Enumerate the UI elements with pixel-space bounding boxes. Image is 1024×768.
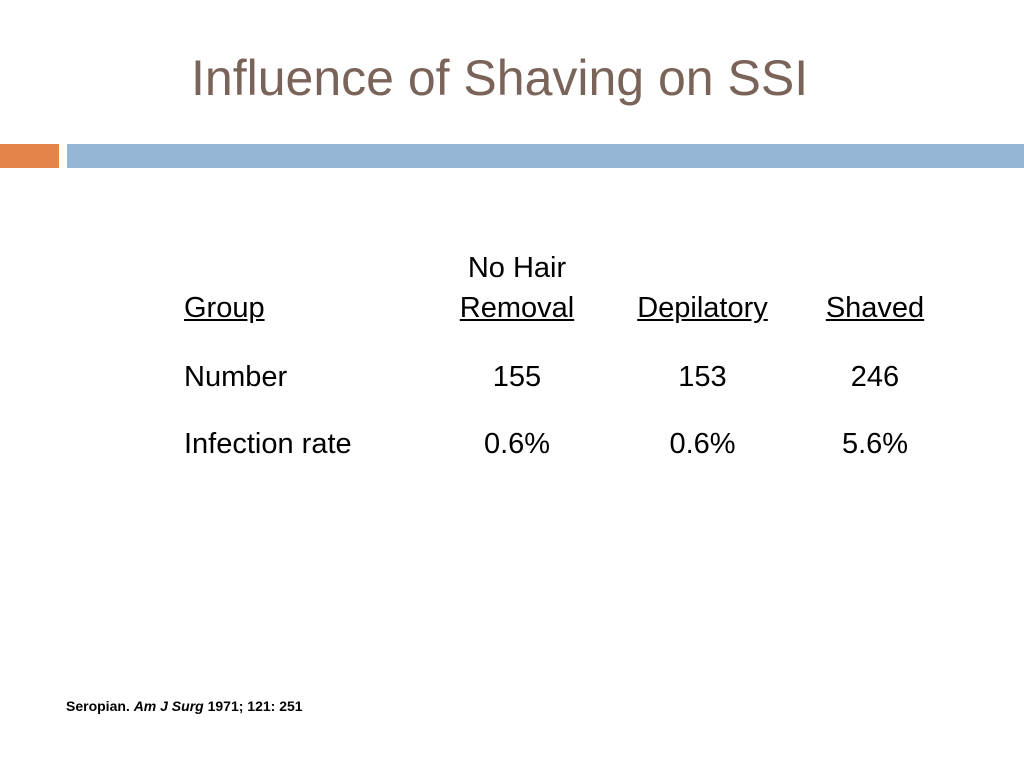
header-group: Group — [184, 292, 265, 324]
header-no-hair-line2: Removal — [459, 292, 575, 324]
header-bar — [67, 144, 1024, 168]
header-no-hair-line1: No Hair — [467, 252, 567, 284]
citation: Seropian. Am J Surg 1971; 121: 251 — [66, 698, 303, 714]
header-shaved: Shaved — [825, 292, 925, 324]
citation-author: Seropian. — [66, 698, 130, 714]
cell-number-shaved: 246 — [850, 361, 900, 393]
cell-rate-no-hair: 0.6% — [483, 428, 551, 460]
accent-bar — [0, 144, 59, 168]
slide-title: Influence of Shaving on SSI — [191, 50, 809, 106]
citation-details: 1971; 121: 251 — [207, 698, 303, 714]
cell-rate-shaved: 5.6% — [841, 428, 909, 460]
cell-number-no-hair: 155 — [492, 361, 542, 393]
row-label-number: Number — [184, 361, 288, 393]
cell-number-depilatory: 153 — [678, 361, 727, 393]
cell-rate-depilatory: 0.6% — [669, 428, 736, 460]
citation-journal: Am J Surg — [133, 698, 204, 714]
row-label-infection-rate: Infection rate — [184, 428, 352, 460]
header-depilatory: Depilatory — [637, 292, 768, 324]
